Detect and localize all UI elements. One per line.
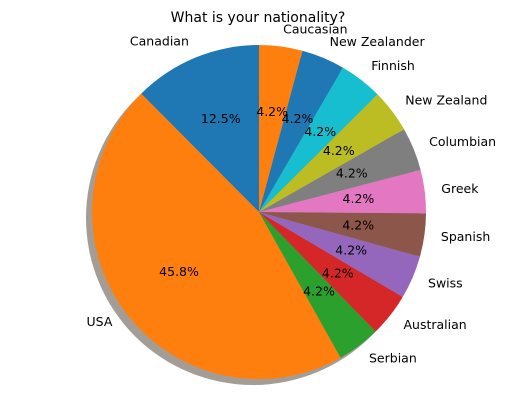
pie-slice-australian: [259, 212, 403, 332]
slice-percent-columbian: 4.2%: [336, 166, 368, 181]
slice-label-australian: Australian: [403, 317, 466, 332]
slice-label-new-zealand: New Zealand: [405, 92, 487, 107]
pie-slice-caucasian: [259, 45, 303, 212]
slice-label-spanish: Spanish: [441, 229, 490, 244]
slice-label-finnish: Finnish: [371, 58, 415, 73]
pie-slice-canadian: [141, 45, 259, 212]
slice-label-greek: Greek: [441, 181, 479, 196]
pie-labels: Canadian 12.5% USA 45.8% Serbian 4.2% Australi…: [87, 21, 497, 365]
slice-percent-usa: 45.8%: [159, 264, 199, 279]
slice-label-columbian: Columbian: [429, 134, 496, 149]
chart-title: What is your nationality?: [171, 10, 346, 26]
slice-percent-canadian: 12.5%: [201, 111, 241, 126]
pie-slice-columbian: [259, 129, 421, 212]
pie-slice-greek: [259, 169, 426, 214]
slice-label-caucasian: Caucasian: [283, 21, 347, 36]
pie-slice-new-zealand: [259, 94, 405, 212]
slice-percent-greek: 4.2%: [343, 191, 375, 206]
slice-label-serbian: Serbian: [369, 351, 417, 366]
pie-slice-new-zealander: [259, 50, 343, 212]
pie-slice-usa: [91, 93, 341, 380]
slice-label-canadian: Canadian: [130, 34, 189, 49]
pie-slice-spanish: [259, 212, 426, 257]
pie-slice-swiss: [259, 212, 420, 298]
pie-slice-finnish: [259, 67, 378, 213]
pie-slice-serbian: [259, 212, 376, 358]
slice-percent-swiss: 4.2%: [335, 243, 367, 258]
slice-percent-caucasian: 4.2%: [256, 104, 288, 119]
slice-percent-new-zealand: 4.2%: [323, 143, 355, 158]
slice-percent-serbian: 4.2%: [303, 284, 335, 299]
slice-percent-australian: 4.2%: [322, 265, 354, 280]
slice-label-new-zealander: New Zealander: [330, 34, 426, 49]
slice-label-swiss: Swiss: [428, 275, 463, 290]
pie-slices: [91, 45, 426, 380]
slice-percent-spanish: 4.2%: [342, 217, 374, 232]
slice-percent-new-zealander: 4.2%: [282, 111, 314, 126]
slice-percent-finnish: 4.2%: [304, 124, 336, 139]
slice-label-usa: USA: [87, 314, 113, 329]
